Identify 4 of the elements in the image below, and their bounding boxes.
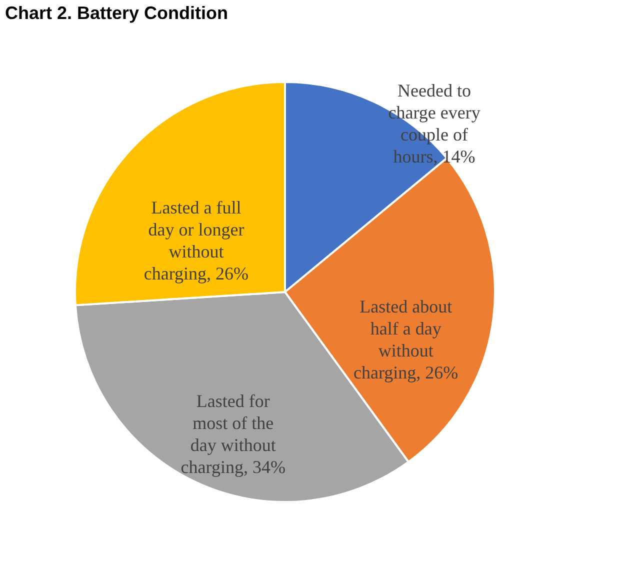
slice-label: Lasted about half a day without charging, 26% [354, 296, 458, 382]
slice-label: Lasted a full day or longer without charging, 26% [144, 198, 249, 284]
slice-label: Lasted for most of the day without charging, 34% [180, 391, 286, 478]
chart-title: Chart 2. Battery Condition [5, 3, 228, 23]
